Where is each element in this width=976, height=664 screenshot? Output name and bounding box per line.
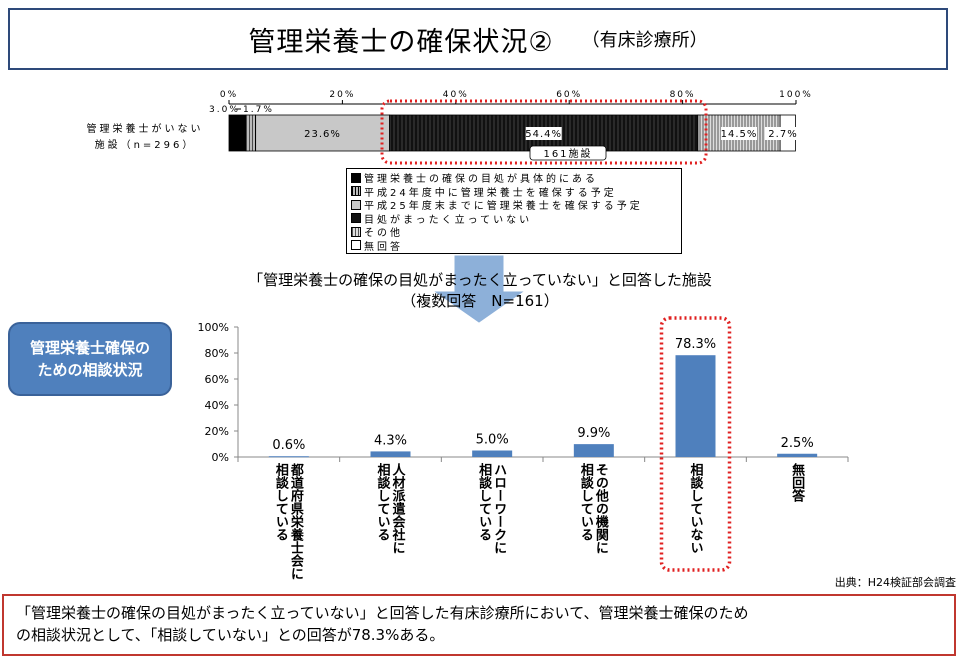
stacked-segment (228, 114, 247, 152)
bar-y-tick-label: 20% (205, 425, 229, 438)
footer-line2: の相談状況として、「相談していない」との回答が78.3%ある。 (16, 626, 445, 644)
bar-value-label: 0.6% (272, 438, 305, 453)
stacked-label-14-5-bg (721, 127, 758, 140)
stacked-label-1-7: 1.7% (243, 105, 274, 115)
row-label-line1: 管理栄養士がいない (86, 124, 204, 135)
bar-y-tick-label: 100% (198, 321, 229, 334)
footer-line1: 「管理栄養士の確保の目処がまったく立っていない」と回答した有床診療所において、管… (16, 604, 749, 622)
bar-value-label: 5.0% (476, 433, 509, 448)
bar-y-tick-label: 40% (205, 399, 229, 412)
callout-text: 161施設 (543, 147, 592, 160)
legend-swatch (351, 199, 361, 210)
stacked-label-14-5: 14.5% (721, 129, 758, 140)
bar (777, 453, 818, 457)
legend-swatch (351, 240, 361, 251)
page-title: 管理栄養士の確保状況② (248, 26, 554, 58)
legend-item: その他 (351, 225, 677, 239)
side-label-box: 管理栄養士確保の ための相談状況 (8, 322, 172, 396)
stacked-label-23-6: 23.6% (304, 129, 341, 140)
bar-value-label: 4.3% (374, 433, 407, 448)
stacked-row-label: 管理栄養士がいない 施設（n=296） (70, 122, 220, 154)
stacked-label-54-4: 54.4% (525, 129, 562, 140)
legend-label: 無回答 (364, 241, 403, 253)
stacked-label-2-7-bg (765, 127, 801, 140)
legend-label: 目処がまったく立っていない (364, 214, 533, 226)
bar-value-label: 2.5% (781, 436, 814, 451)
legend-item: 平成24年度中に管理栄養士を確保する予定 (351, 185, 677, 199)
legend-item: 管理栄養士の確保の目処が具体的にある (351, 171, 677, 185)
legend-label: 管理栄養士の確保の目処が具体的にある (364, 174, 598, 186)
highlight-box-bar (659, 316, 732, 572)
bar-value-label: 78.3% (675, 337, 716, 352)
stacked-tick-label: 100% (779, 90, 813, 100)
title-box: 管理栄養士の確保状況② （有床診療所） (8, 8, 948, 70)
page-subtitle: （有床診療所） (581, 30, 708, 51)
stacked-tick-label: 80% (670, 90, 696, 100)
legend-label: 平成24年度中に管理栄養士を確保する予定 (364, 187, 617, 199)
bar-y-tick-label: 60% (205, 373, 229, 386)
bar-category-label: 相談していない (687, 463, 703, 554)
legend-swatch (351, 172, 361, 183)
chart2-title-line1: 「管理栄養士の確保の目処がまったく立っていない」と回答した施設 (248, 271, 712, 289)
chart2-title: 「管理栄養士の確保の目処がまったく立っていない」と回答した施設 （複数回答 N=… (200, 270, 760, 312)
stacked-tick-label: 0% (220, 90, 238, 100)
stacked-label-54-4-bg (525, 127, 562, 140)
stacked-label-2-7: 2.7% (768, 129, 797, 140)
stacked-tick-label: 20% (329, 90, 355, 100)
row-label-line2: 施設（n=296） (94, 140, 196, 151)
bar (573, 444, 614, 457)
bar (472, 450, 513, 457)
legend-swatch (351, 226, 361, 237)
bar-value-label: 9.9% (577, 426, 610, 441)
bar-y-tick-label: 80% (205, 347, 229, 360)
legend-item: 無回答 (351, 239, 677, 253)
bar (370, 451, 411, 457)
bar-y-tick-label: 0% (212, 451, 229, 464)
stacked-label-3-0: 3.0% (209, 105, 240, 115)
source-note: 出典：H24検証部会調査 (834, 576, 956, 589)
legend-item: 平成25年度末までに管理栄養士を確保する予定 (351, 198, 677, 212)
bar (675, 355, 716, 457)
footer-summary: 「管理栄養士の確保の目処がまったく立っていない」と回答した有床診療所において、管… (2, 594, 956, 656)
legend-item: 目処がまったく立っていない (351, 212, 677, 226)
bar-category-label: ハローワークに 相談している (476, 463, 507, 554)
down-arrow-icon (434, 255, 524, 323)
legend-label: その他 (364, 228, 403, 240)
chart2-title-line2: （複数回答 N=161） (401, 292, 559, 310)
callout-box (529, 145, 607, 161)
stacked-tick-label: 60% (556, 90, 582, 100)
bar-category-label: 人材派遣会社に 相談している (374, 463, 405, 554)
stacked-segment (245, 114, 257, 152)
legend-swatch (351, 186, 361, 197)
side-box-line1: 管理栄養士確保の (29, 339, 150, 357)
bar-category-label: その他の機関に 相談している (577, 463, 608, 554)
bar-category-label: 都道府県栄養士会に 相談している (272, 463, 303, 580)
bar (268, 456, 309, 458)
side-box-line2: ための相談状況 (37, 361, 143, 379)
legend-label: 平成25年度末までに管理栄養士を確保する予定 (364, 201, 643, 213)
legend-swatch (351, 213, 361, 224)
stacked-tick-label: 40% (443, 90, 469, 100)
legend: 管理栄養士の確保の目処が具体的にある 平成24年度中に管理栄養士を確保する予定平成… (346, 168, 682, 254)
bar-category-label: 無回答 (789, 463, 805, 502)
